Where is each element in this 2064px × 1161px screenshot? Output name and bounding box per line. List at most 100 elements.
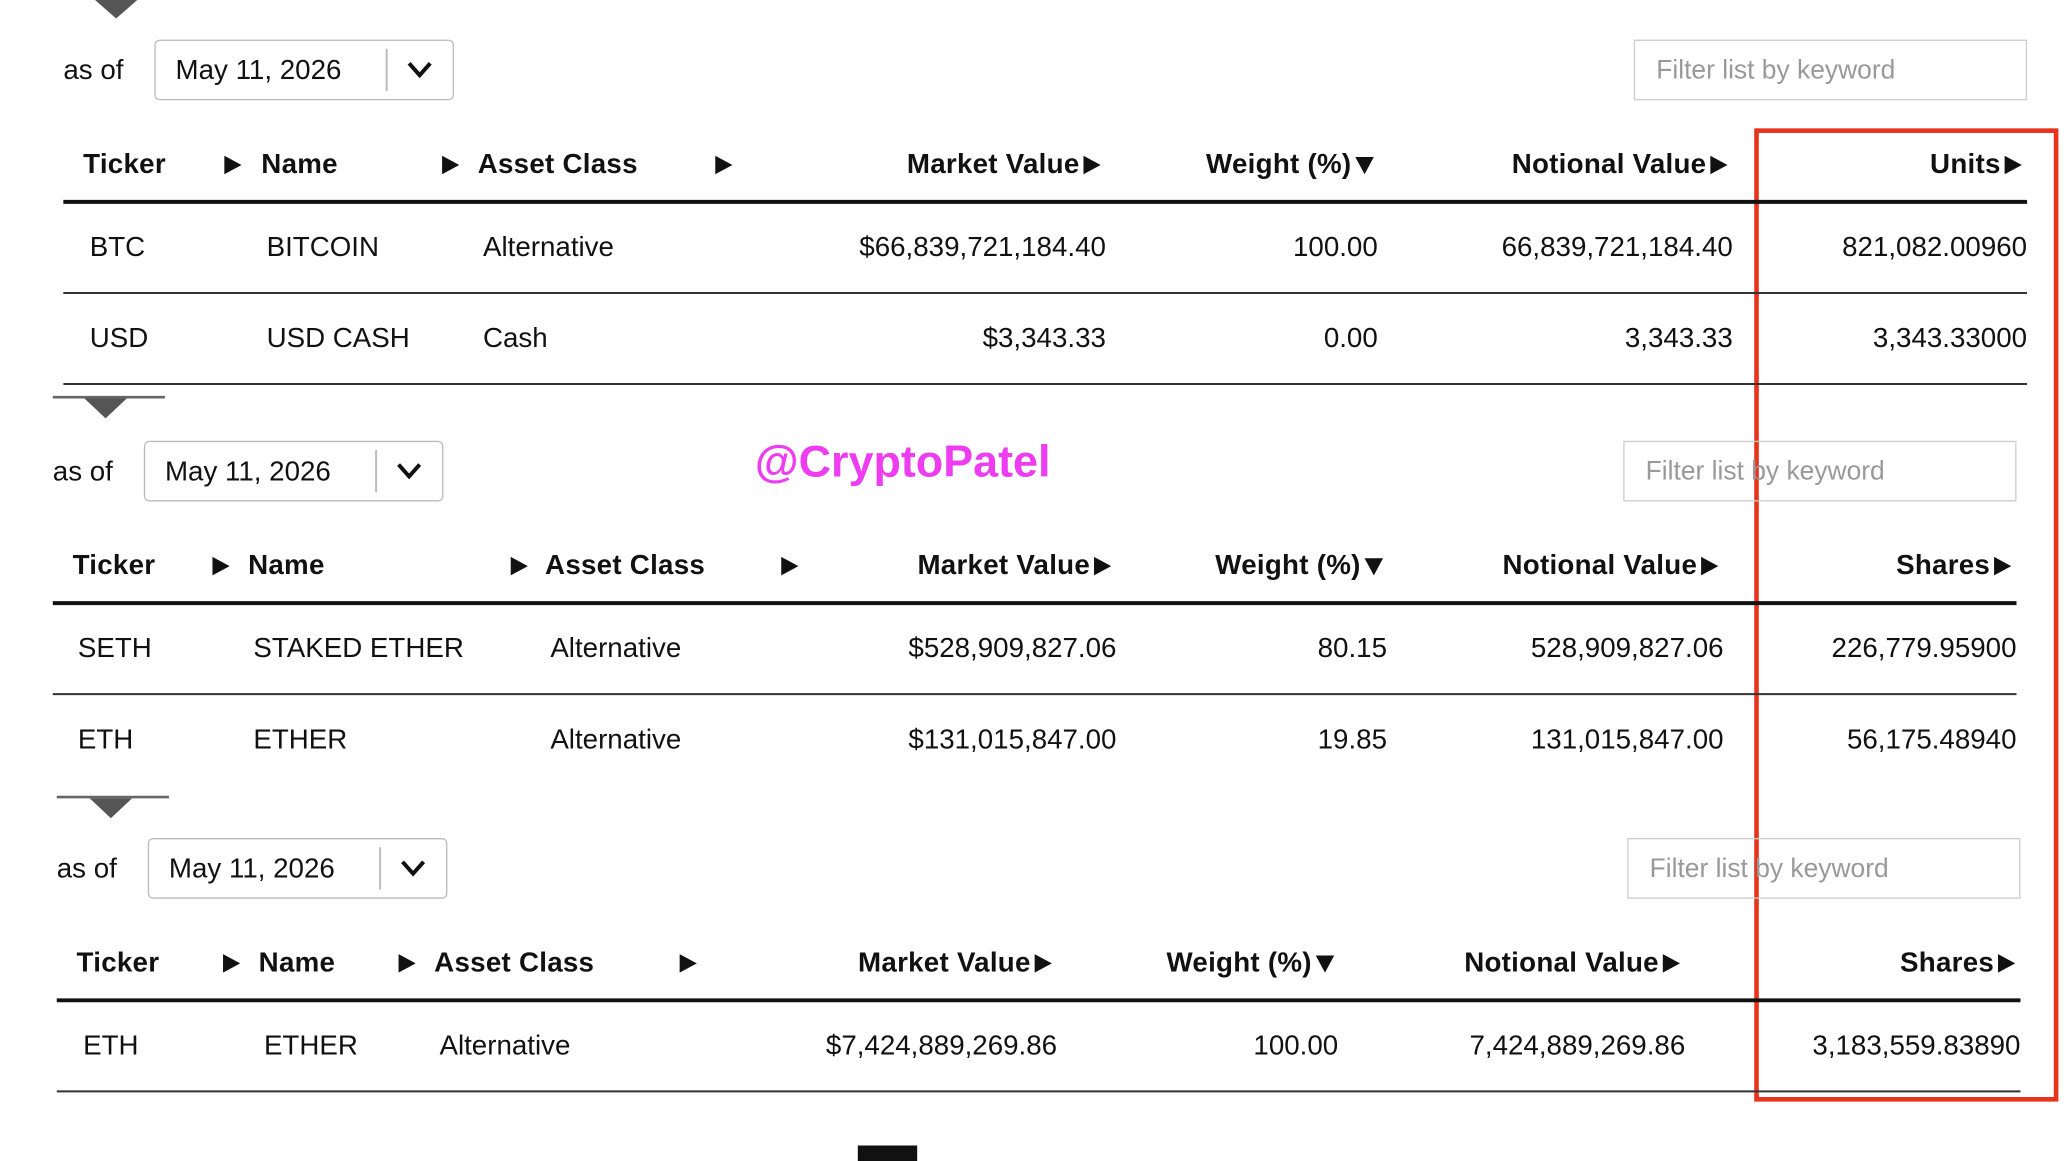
column-header[interactable]: Market Value <box>906 149 1080 180</box>
cell: 66,839,721,184.40 <box>1501 232 1733 263</box>
sort-arrow <box>442 155 460 175</box>
cell: SETH <box>77 633 152 664</box>
highlight-box <box>1754 128 2059 1102</box>
cell: USD CASH <box>266 323 410 354</box>
cell: 3,343.33000 <box>1872 323 2028 354</box>
cell: $528,909,827.06 <box>908 633 1117 664</box>
cell: $131,015,847.00 <box>908 724 1117 755</box>
cell: ETH <box>77 724 134 755</box>
column-header[interactable]: Ticker <box>83 149 166 180</box>
date-value: May 11, 2026 <box>164 456 331 487</box>
sort-arrow <box>1701 556 1719 576</box>
cell: 528,909,827.06 <box>1530 633 1724 664</box>
column-header[interactable]: Name <box>261 149 338 180</box>
filter-input[interactable] <box>1627 838 2021 899</box>
cell: ETHER <box>253 724 348 755</box>
chevron <box>407 62 432 79</box>
column-header[interactable]: Asset Class <box>477 149 638 180</box>
column-header[interactable]: Asset Class <box>434 947 595 978</box>
column-header[interactable]: Shares <box>1896 550 1991 581</box>
cell: ETH <box>83 1030 139 1062</box>
sort-arrow-down <box>1364 558 1384 576</box>
sort-arrow <box>715 155 733 175</box>
filter-input[interactable] <box>1623 440 2017 502</box>
cell: BITCOIN <box>266 232 379 263</box>
chevron <box>397 463 422 480</box>
cell: 56,175.48940 <box>1846 724 2017 755</box>
column-header[interactable]: Shares <box>1900 947 1995 978</box>
cell: BTC <box>89 232 146 263</box>
sort-arrow <box>1710 155 1728 175</box>
cell: Alternative <box>439 1030 571 1062</box>
cell: 3,183,559.83890 <box>1812 1030 2021 1062</box>
filter-placeholder: Filter list by keyword <box>1656 56 1896 86</box>
date-value: May 11, 2026 <box>168 853 335 885</box>
column-header[interactable]: Market Value <box>917 550 1091 581</box>
column-header[interactable]: Weight (%) <box>1166 947 1312 978</box>
sort-arrow <box>223 954 241 973</box>
cell: Cash <box>483 323 548 354</box>
column-header[interactable]: Weight (%) <box>1206 149 1352 180</box>
cell: Alternative <box>483 232 614 263</box>
sort-arrow <box>1994 556 2012 576</box>
sort-arrow <box>1083 155 1101 175</box>
cell: 131,015,847.00 <box>1530 724 1724 755</box>
sort-arrow-down <box>1355 157 1374 175</box>
date-dropdown[interactable] <box>143 440 444 502</box>
column-header[interactable]: Notional Value <box>1464 947 1659 978</box>
cell: STAKED ETHER <box>253 633 464 664</box>
cell: 226,779.95900 <box>1831 633 2017 664</box>
column-header[interactable]: Ticker <box>76 947 160 978</box>
sort-arrow <box>1998 954 2016 973</box>
sort-arrow <box>1094 556 1112 576</box>
column-header[interactable]: Notional Value <box>1511 149 1707 180</box>
cell: $7,424,889,269.86 <box>825 1030 1058 1062</box>
chevron <box>401 860 426 877</box>
watermark: @CryptoPatel <box>754 436 1051 487</box>
column-header[interactable]: Weight (%) <box>1215 550 1361 581</box>
column-header[interactable]: Ticker <box>72 550 156 581</box>
cell: 0.00 <box>1323 323 1378 354</box>
column-header[interactable]: Units <box>1930 149 2001 180</box>
as-of-label: as of <box>52 456 113 487</box>
sort-arrow <box>679 954 697 973</box>
sort-arrow <box>398 954 416 973</box>
sort-arrow <box>510 556 528 576</box>
column-header[interactable]: Asset Class <box>545 550 706 581</box>
cell: 80.15 <box>1317 633 1388 664</box>
sort-arrow <box>212 556 230 576</box>
sort-arrow <box>1662 954 1680 973</box>
collapse-caret[interactable] <box>95 0 138 19</box>
cell: 19.85 <box>1317 724 1388 755</box>
cell: 100.00 <box>1253 1030 1339 1062</box>
cell: 7,424,889,269.86 <box>1469 1030 1686 1062</box>
cell: ETHER <box>263 1030 358 1062</box>
filter-input[interactable] <box>1633 39 2028 101</box>
cell: 3,343.33 <box>1624 323 1733 354</box>
date-value: May 11, 2026 <box>175 55 342 86</box>
as-of-label: as of <box>56 853 117 885</box>
date-dropdown[interactable] <box>154 39 454 101</box>
date-dropdown[interactable] <box>147 838 448 899</box>
collapse-caret[interactable] <box>89 798 132 819</box>
sort-arrow <box>2004 155 2022 175</box>
as-of-label: as of <box>63 55 124 86</box>
cell: 821,082.00960 <box>1842 232 2028 263</box>
cell: $66,839,721,184.40 <box>859 232 1106 263</box>
cell: $3,343.33 <box>982 323 1106 354</box>
cell: USD <box>89 323 149 354</box>
column-header[interactable]: Name <box>248 550 325 581</box>
cell: 100.00 <box>1292 232 1378 263</box>
sort-arrow <box>224 155 242 175</box>
column-header[interactable]: Notional Value <box>1502 550 1698 581</box>
cell: Alternative <box>550 724 682 755</box>
sort-arrow <box>781 556 799 576</box>
column-header[interactable]: Name <box>258 947 336 978</box>
filter-placeholder: Filter list by keyword <box>1645 457 1885 487</box>
column-header[interactable]: Market Value <box>858 947 1031 978</box>
footer-block <box>857 1145 918 1161</box>
filter-placeholder: Filter list by keyword <box>1649 854 1889 884</box>
collapse-caret[interactable] <box>84 398 127 419</box>
